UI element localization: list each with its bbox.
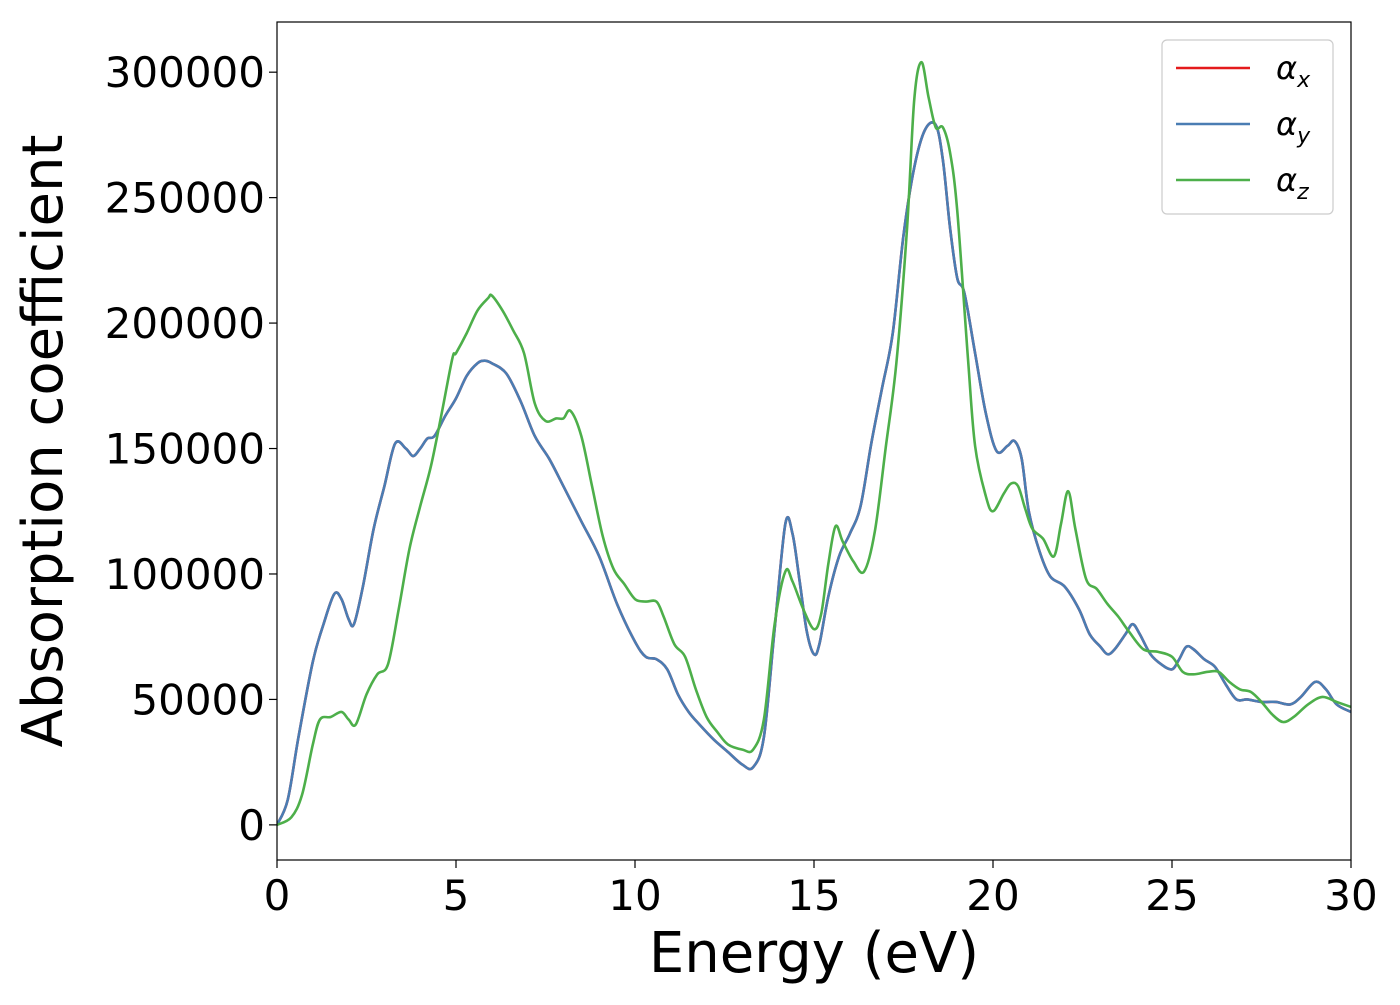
x-tick-label: 0	[264, 871, 291, 920]
legend-label: αy	[1276, 105, 1311, 149]
x-tick-label: 25	[1145, 871, 1198, 920]
x-axis-ticks: 0 5 10 15 20 25 30	[264, 860, 1378, 920]
series-line-x	[277, 121, 1351, 827]
y-axis-title: Absorption coefficient	[11, 135, 76, 748]
series-layer	[277, 60, 1351, 827]
x-tick-label: 5	[443, 871, 470, 920]
series-line-y	[277, 121, 1351, 827]
x-axis-title: Energy (eV)	[649, 921, 979, 986]
legend-label: αz	[1276, 161, 1309, 205]
y-tick-label: 300000	[105, 48, 265, 97]
series-line-z	[277, 60, 1351, 827]
legend: αx αy αz	[1161, 39, 1334, 215]
x-tick-label: 20	[966, 871, 1019, 920]
legend-item-x: αx	[1176, 49, 1311, 93]
x-tick-label: 15	[787, 871, 840, 920]
legend-box	[1161, 39, 1334, 215]
legend-label: αx	[1276, 49, 1311, 93]
legend-items: αx αy αz	[1176, 49, 1311, 205]
y-tick-label: 200000	[105, 299, 265, 348]
y-tick-label: 150000	[105, 425, 265, 474]
x-tick-label: 10	[608, 871, 661, 920]
y-tick-label: 0	[238, 801, 265, 850]
legend-item-y: αy	[1176, 105, 1311, 149]
y-axis-ticks: 0 50000 100000 150000 200000 250000 300000	[105, 48, 277, 850]
y-tick-label: 250000	[105, 174, 265, 223]
y-tick-label: 50000	[131, 675, 265, 724]
y-tick-label: 100000	[105, 550, 265, 599]
x-tick-label: 30	[1324, 871, 1377, 920]
legend-item-z: αz	[1176, 161, 1309, 205]
